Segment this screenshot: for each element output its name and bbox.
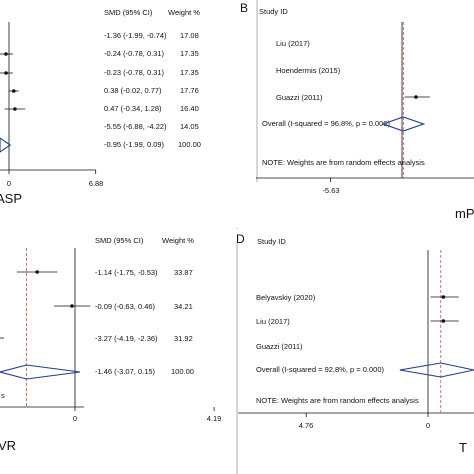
panel-b-study-label-2: Hoendermis (2015) [276,66,341,75]
panel-b-letter-bg [239,0,255,14]
panel-c-x-axis-label: VR [0,438,16,453]
panel-b-study-header: Study ID [259,7,288,16]
panel-a-weight-row-6: 14.05 [180,122,199,131]
panel-b-tick-label-0: -5.63 [322,186,339,195]
panel-a-weight-row-overall: 100.00 [178,140,201,149]
panel-c-ci-row-2: -0.09 (-0.63, 0.46) [95,302,156,311]
panel-c-weight-row-1: 33.87 [174,268,193,277]
panel-c-ci-row-overall: -1.46 (-3.07, 0.15) [95,367,156,376]
panel-a-weight-row-4: 17.76 [180,86,199,95]
panel-d-tick-label-0: 4.76 [299,421,314,430]
panel-a-header-weight: Weight % [168,8,200,17]
panel-d-point-2 [441,319,446,323]
panel-b-study-label-3: Guazzi (2011) [276,93,323,102]
panel-a-point-4 [11,89,16,93]
panel-a-weight-row-3: 17.35 [180,68,199,77]
panel-d-letter-bg [233,229,249,243]
panel-c-overall-diamond [0,364,81,380]
panel-a-point-2 [4,52,8,56]
panel-b-overall-diamond [381,116,426,132]
panel-a-ci-row-4: 0.38 (-0.02, 0.77) [104,86,162,95]
panel-a-ci-row-3: -0.23 (-0.78, 0.31) [104,68,165,77]
panel-d-letter: D [236,232,245,246]
panel-c-header-weight: Weight % [162,236,194,245]
panel-c-point-1 [35,270,39,274]
panel-b-point-3 [414,95,418,99]
panel-c-ci-row-1: -1.14 (-1.75, -0.53) [95,268,158,277]
panel-a: SMD (95% CI) Weight % -1.36 (-1.99, -0.7… [0,8,201,206]
panel-d: D Study ID Belyavskiy (2020) Liu (2017) … [233,229,474,455]
panel-a-ci-row-1: -1.36 (-1.99, -0.74) [104,31,167,40]
panel-a-ci-row-5: 0.47 (-0.34, 1.28) [104,104,162,113]
panel-d-note: NOTE: Weights are from random effects an… [256,396,419,405]
panel-c-ci-row-3: -3.27 (-4.19, -2.36) [95,334,158,343]
panel-a-tick-label-0: 0 [7,179,11,188]
panel-c-weight-row-overall: 100.00 [171,367,194,376]
panel-c-header-stat: SMD (95% CI) [95,236,144,245]
panel-c: SMD (95% CI) Weight % -1.14 (-1.75, -0.5… [0,236,221,453]
panel-b-x-axis-label: mP [455,206,474,221]
panel-a-point-3 [4,71,8,75]
panel-b-overall-label: Overall (I-squared = 96.8%, p = 0.000) [262,119,390,128]
panel-c-weight-row-3: 31.92 [174,334,193,343]
panel-a-x-axis-label: ASP [0,191,22,206]
panel-b: B Study ID Liu (2017) Hoendermis (2015) … [239,0,474,221]
panel-b-note: NOTE: Weights are from random effects an… [262,158,425,167]
panel-c-weight-row-2: 34.21 [174,302,193,311]
panel-d-tick-label-1: 0 [426,421,430,430]
panel-d-overall-label: Overall (I-squared = 92.8%, p = 0.000) [256,365,384,374]
panel-a-weight-row-1: 17.08 [180,31,199,40]
panel-a-ci-row-overall: -0.95 (-1.99, 0.09) [104,140,165,149]
panel-d-overall-diamond [399,362,474,378]
panel-d-study-header: Study ID [257,237,286,246]
panel-a-header-stat: SMD (95% CI) [104,8,153,17]
panel-d-study-label-3: Guazzi (2011) [256,342,303,351]
panel-d-x-axis-label: T [459,440,467,455]
panel-c-cropped-mark: s [1,391,5,400]
panel-a-ci-row-6: -5.55 (-6.88, -4.22) [104,122,167,131]
panel-d-study-label-1: Belyavskiy (2020) [256,293,316,302]
panel-c-tick-label-0: 0 [73,414,77,423]
panel-d-study-label-2: Liu (2017) [256,317,290,326]
panel-a-overall-diamond [0,137,12,153]
panel-b-letter: B [240,1,248,15]
panel-d-point-1 [441,295,446,299]
panel-b-study-label-1: Liu (2017) [276,39,310,48]
panel-a-weight-row-2: 17.35 [180,49,199,58]
panel-a-tick-label-1: 6.88 [89,179,104,188]
panel-a-weight-row-5: 16.40 [180,104,199,113]
panel-c-tick-label-1: 4.19 [207,414,222,423]
panel-c-point-2 [70,304,74,308]
panel-a-ci-row-2: -0.24 (-0.78, 0.31) [104,49,165,58]
panel-a-point-5 [13,107,17,111]
